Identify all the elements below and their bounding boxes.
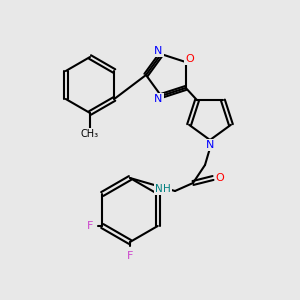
Text: H: H: [163, 184, 171, 194]
Text: N: N: [154, 94, 162, 104]
Text: F: F: [87, 221, 94, 231]
Text: O: O: [185, 54, 194, 64]
Text: N: N: [155, 184, 163, 194]
Text: CH₃: CH₃: [81, 129, 99, 139]
Text: O: O: [216, 173, 224, 183]
Text: N: N: [206, 140, 214, 150]
Text: F: F: [127, 251, 133, 261]
Text: N: N: [154, 46, 162, 56]
